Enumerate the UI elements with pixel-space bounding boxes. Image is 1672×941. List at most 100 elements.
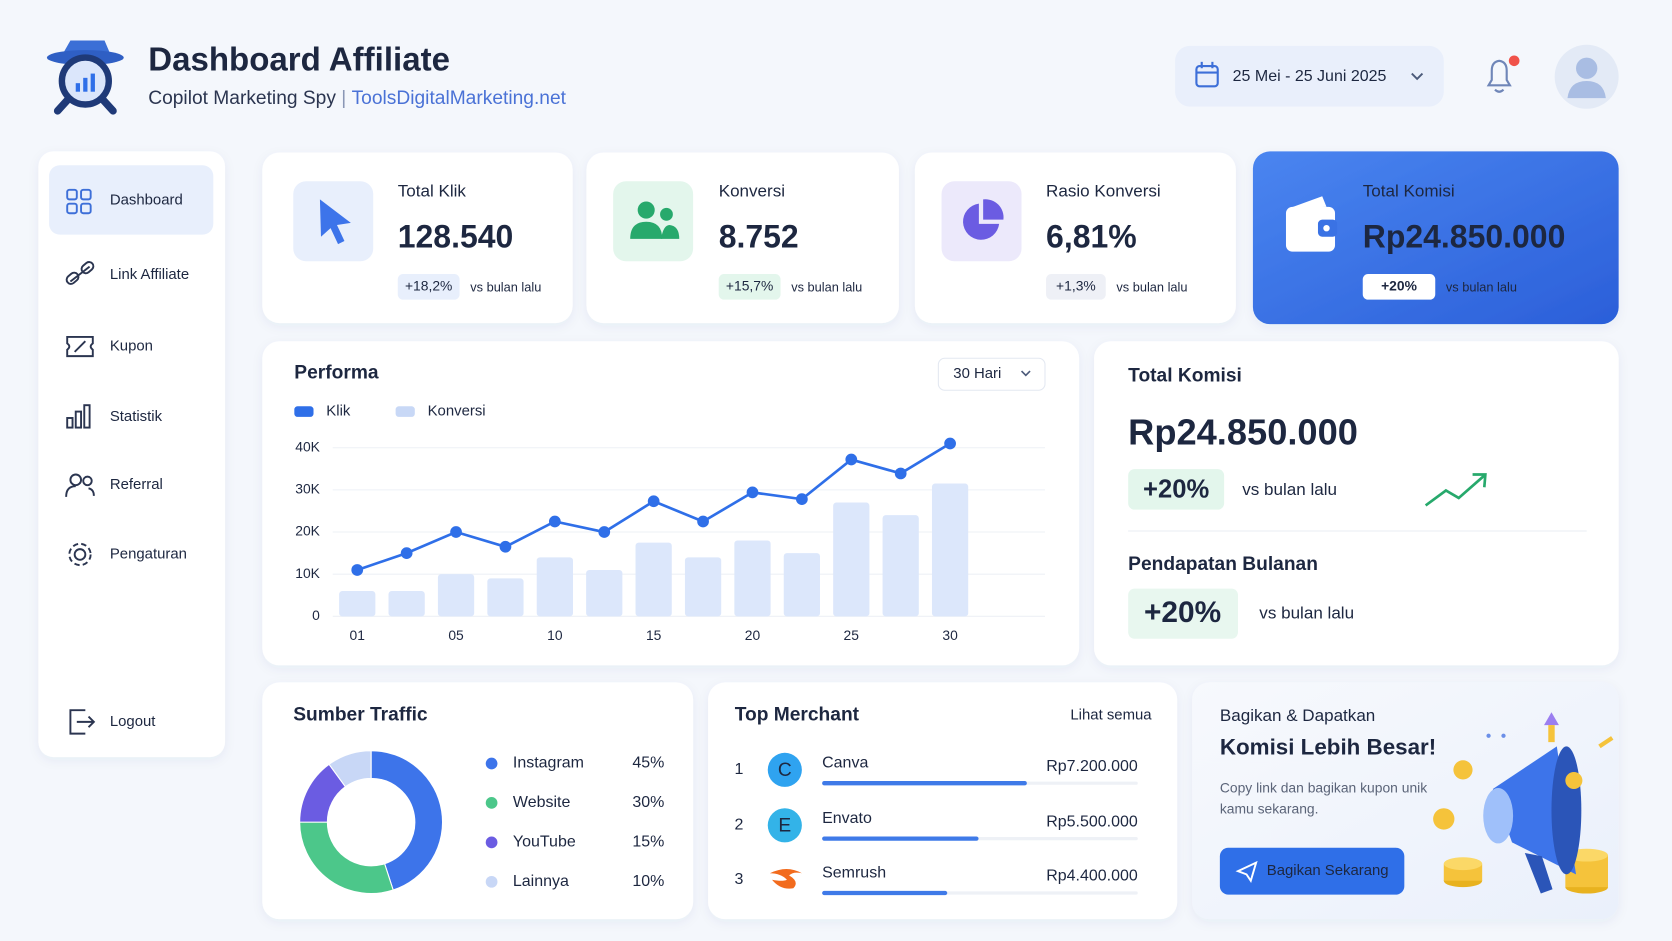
point <box>450 526 462 538</box>
rank: 2 <box>735 817 744 834</box>
bar <box>783 553 821 617</box>
chart-title: Performa <box>294 362 379 383</box>
bar <box>822 890 948 896</box>
legend-label: Lainnya <box>513 873 569 890</box>
share-button-label[interactable]: Bagikan Sekarang <box>1267 862 1389 879</box>
range-select[interactable] <box>937 357 1046 391</box>
commission-card <box>1094 341 1619 666</box>
icon-shape <box>73 340 87 353</box>
icon-shape <box>69 473 83 487</box>
donut-slice <box>299 821 394 895</box>
megaphone-illustration <box>1433 712 1614 894</box>
nav-item[interactable]: Kupon <box>110 337 153 354</box>
y-tick-label: 10K <box>295 565 320 581</box>
stat-note: vs bulan lalu <box>470 279 541 294</box>
nav-icon <box>68 542 92 567</box>
merchant-value: Rp7.200.000 <box>1046 758 1138 775</box>
merchant-icon-letter: C <box>778 760 792 781</box>
icon-shape <box>88 487 95 496</box>
trend-arrow <box>1424 474 1486 507</box>
bar <box>536 557 573 617</box>
commission-note: vs bulan lalu <box>1242 480 1337 499</box>
chevron <box>1411 72 1424 81</box>
promo-kicker: Bagikan & Dapatkan <box>1220 706 1375 725</box>
monthly-change: +20% <box>1144 596 1221 629</box>
icon-shape <box>69 709 86 735</box>
change-pill <box>397 274 460 300</box>
legend-label: Website <box>513 794 571 811</box>
sidebar <box>38 151 226 758</box>
icon-shape <box>73 548 87 561</box>
active-nav <box>49 165 214 235</box>
point <box>548 515 561 528</box>
legend-label: Klik <box>326 403 351 420</box>
logo <box>46 40 124 115</box>
bar <box>822 836 979 841</box>
bar <box>635 542 672 617</box>
send-icon <box>1235 860 1258 883</box>
date-range: 25 Mei - 25 Juni 2025 <box>1233 68 1387 85</box>
y-tick-label: 30K <box>295 481 320 497</box>
logout-icon <box>69 709 96 735</box>
range-label: 30 Hari <box>953 365 1001 382</box>
point <box>845 453 858 466</box>
icon-shape <box>66 202 78 215</box>
stat-label: Total Klik <box>398 181 467 200</box>
stat-label: Total Komisi <box>1363 181 1455 200</box>
calendar-icon <box>1195 61 1219 88</box>
notification-bell[interactable] <box>1486 55 1520 93</box>
date-picker[interactable] <box>1175 45 1444 107</box>
change-pill <box>1128 588 1238 639</box>
bar <box>931 483 969 617</box>
donut-slice <box>370 750 444 891</box>
legend-swatch <box>395 406 415 417</box>
nav-item[interactable]: Statistik <box>110 408 163 425</box>
merchant-icon-letter: E <box>778 815 791 836</box>
x-tick-label: 20 <box>745 627 761 643</box>
icon-box <box>941 181 1022 262</box>
chevron <box>1020 370 1031 377</box>
y-tick-label: 40K <box>295 438 320 454</box>
merchant-name: Canva <box>822 755 868 772</box>
bar <box>882 515 919 617</box>
legend-label: Konversi <box>428 403 486 420</box>
bar <box>339 591 376 617</box>
icon-shape <box>66 188 78 201</box>
share-button[interactable] <box>1219 847 1405 895</box>
stat-value: 8.752 <box>719 218 799 254</box>
icon-shape <box>74 410 83 429</box>
y-tick-label: 0 <box>312 607 320 623</box>
nav-icon <box>65 473 95 497</box>
see-all-link[interactable]: Lihat semua <box>1070 706 1152 723</box>
nav-icon <box>65 261 95 285</box>
stat-change: +18,2% <box>405 277 452 293</box>
legend-label: Instagram <box>513 755 584 772</box>
stat-note: vs bulan lalu <box>1446 279 1517 294</box>
nav-item[interactable]: Dashboard <box>110 191 183 208</box>
icon-box <box>613 181 694 262</box>
y-tick-label: 20K <box>295 523 320 539</box>
rank: 3 <box>735 871 744 888</box>
commission-change: +20% <box>1143 475 1209 503</box>
icon-shape <box>80 261 95 275</box>
stat-value: 6,81% <box>1046 218 1137 254</box>
chart-title: Top Merchant <box>735 705 860 726</box>
stat-value: Rp24.850.000 <box>1363 218 1566 254</box>
monthly-title: Pendapatan Bulanan <box>1128 554 1318 575</box>
x-tick-label: 30 <box>942 627 958 643</box>
stat-card-highlight <box>1252 151 1619 325</box>
icon-shape <box>80 188 92 201</box>
point <box>598 526 611 538</box>
avatar[interactable] <box>1554 44 1619 109</box>
trend-arrow-head <box>1472 473 1487 488</box>
logout[interactable]: Logout <box>110 713 156 730</box>
icon-shape <box>65 485 76 497</box>
nav-item[interactable]: Pengaturan <box>110 545 187 562</box>
nav-item[interactable]: Referral <box>110 476 163 493</box>
bar <box>734 540 771 617</box>
x-tick-label: 25 <box>844 627 860 643</box>
nav-item[interactable]: Link Affiliate <box>110 266 189 283</box>
point <box>351 564 364 576</box>
legend-dot <box>485 797 498 809</box>
